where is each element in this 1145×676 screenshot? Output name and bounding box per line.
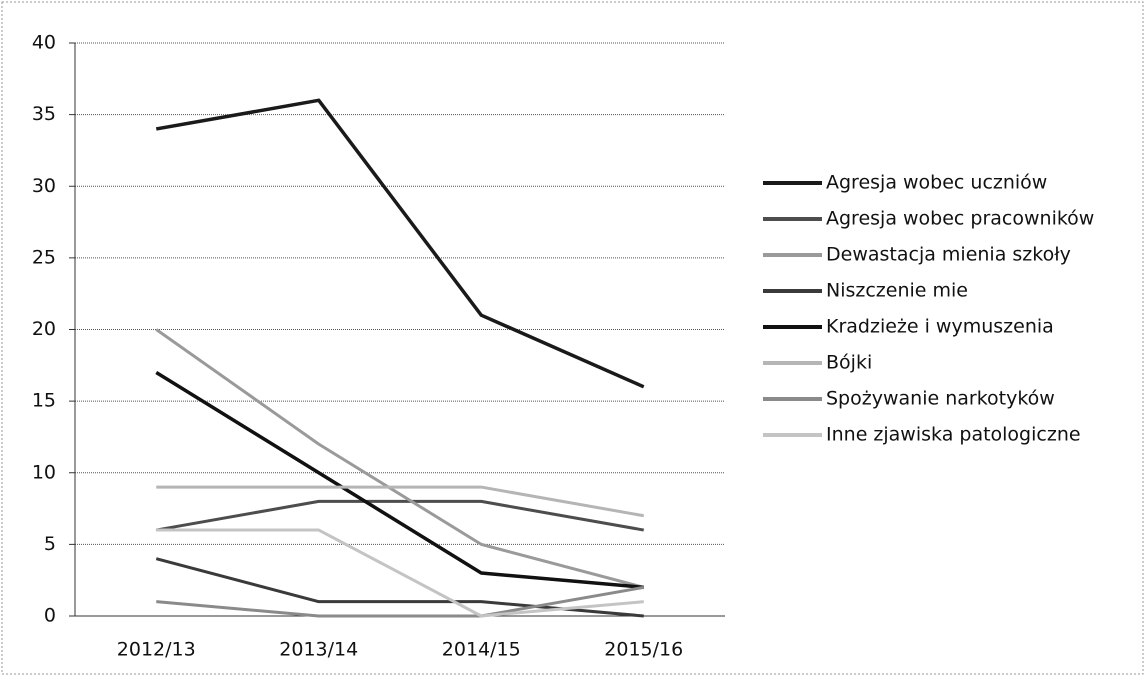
series-line xyxy=(155,370,644,590)
series-line xyxy=(156,485,645,518)
series-line xyxy=(156,528,644,618)
x-tick-label: 2013/14 xyxy=(279,639,358,661)
legend-label: Spożywanie narkotyków xyxy=(826,388,1055,410)
y-tick-label: 5 xyxy=(44,533,56,555)
y-tick-label: 30 xyxy=(32,175,56,197)
y-tick-label: 15 xyxy=(32,390,56,412)
y-tick-label: 10 xyxy=(32,461,56,483)
legend-label: Agresja wobec pracowników xyxy=(826,208,1094,230)
legend-label: Bójki xyxy=(826,352,872,374)
series-line xyxy=(155,98,645,389)
series-line xyxy=(155,328,645,589)
legend-label: Agresja wobec uczniów xyxy=(826,172,1047,194)
y-tick-label: 0 xyxy=(44,605,56,627)
series-line xyxy=(155,499,645,532)
legend-label: Dewastacja mienia szkoły xyxy=(826,244,1071,266)
legend-label: Kradzieże i wymuszenia xyxy=(826,316,1054,338)
x-tick-label: 2015/16 xyxy=(604,639,683,661)
x-tick-label: 2014/15 xyxy=(442,639,521,661)
y-tick-label: 25 xyxy=(32,246,56,268)
x-tick-label: 2012/13 xyxy=(117,639,196,661)
legend-label: Niszczenie mie xyxy=(826,280,968,302)
y-tick-label: 35 xyxy=(32,103,56,125)
y-tick-label: 20 xyxy=(32,318,56,340)
legend-label: Inne zjawiska patologiczne xyxy=(826,424,1081,446)
series-line xyxy=(156,585,645,618)
y-tick-label: 40 xyxy=(32,32,56,54)
